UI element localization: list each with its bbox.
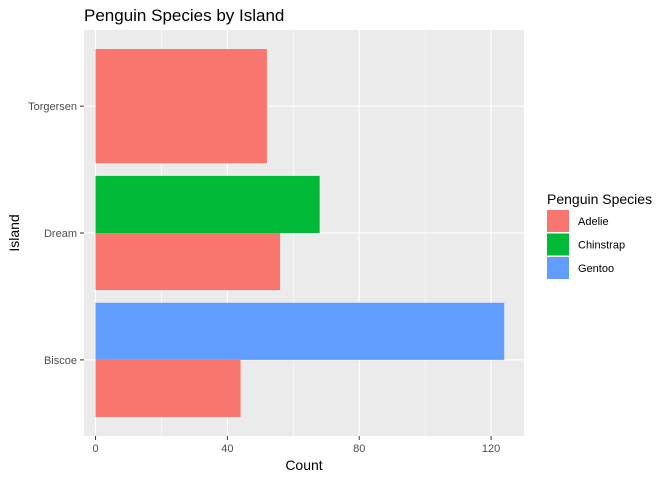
y-tick-label: Torgersen (28, 101, 77, 113)
bars (95, 49, 505, 417)
y-tick-label: Biscoe (44, 355, 77, 367)
legend-label-chinstrap: Chinstrap (578, 240, 625, 252)
legend-key-adelie (547, 210, 569, 232)
y-tick-label: Dream (44, 228, 77, 240)
legend-key-chinstrap (547, 233, 569, 256)
bar-biscoe-gentoo (95, 302, 505, 360)
x-tick-label: 120 (482, 443, 500, 455)
chart-title: Penguin Species by Island (84, 6, 284, 25)
axes: 0 40 80 120 Biscoe Dream Torgersen (28, 101, 500, 455)
bar-dream-chinstrap (95, 175, 320, 233)
legend-label-adelie: Adelie (578, 216, 609, 228)
bar-dream-adelie (95, 233, 281, 291)
x-tick-label: 40 (221, 443, 233, 455)
y-axis-title: Island (6, 214, 22, 251)
bar-torgersen-adelie (95, 49, 267, 164)
x-axis-title: Count (285, 457, 322, 473)
bar-biscoe-adelie (95, 359, 241, 417)
x-tick-label: 80 (353, 443, 365, 455)
legend-title: Penguin Species (547, 191, 652, 207)
legend-key-gentoo (547, 257, 569, 279)
x-tick-label: 0 (92, 443, 98, 455)
legend-label-gentoo: Gentoo (578, 263, 614, 275)
legend: Penguin Species Adelie Chinstrap Gentoo (547, 191, 652, 279)
